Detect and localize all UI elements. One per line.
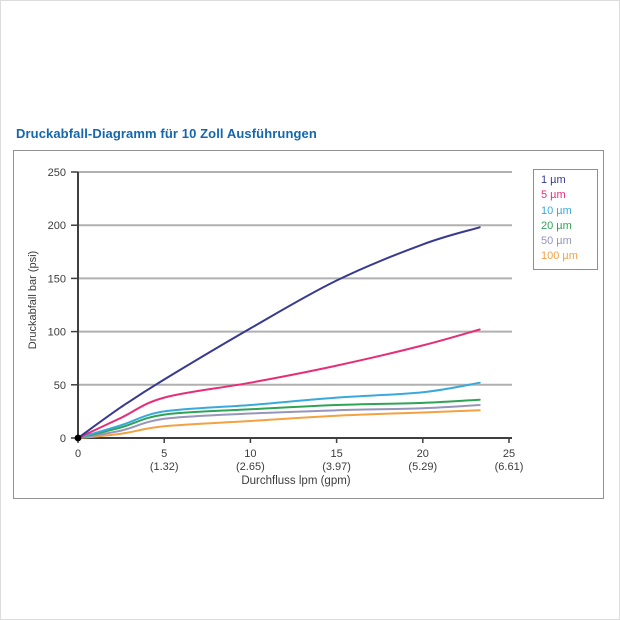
y-tick-label: 150 <box>48 273 66 285</box>
y-axis-label: Druckabfall bar (psi) <box>27 250 39 350</box>
x-tick-label: 20 <box>417 448 429 460</box>
curve-10µm <box>77 381 481 439</box>
y-tick-label: 200 <box>48 220 66 232</box>
legend-item-label: 20 µm <box>541 219 572 232</box>
legend-item: 10 µm <box>541 204 597 219</box>
legend-item: 1 µm <box>541 173 597 188</box>
x-tick-sublabel: (5.29) <box>408 461 437 473</box>
y-tick-label: 250 <box>48 167 66 179</box>
x-tick-label: 25 <box>503 448 515 460</box>
curve-100µm <box>77 409 481 439</box>
legend-item: 20 µm <box>541 219 597 234</box>
y-tick-label: 0 <box>60 433 66 445</box>
legend-item-label: 5 µm <box>541 189 566 202</box>
legend-item-label: 1 µm <box>541 174 566 186</box>
y-tick-label: 100 <box>48 327 66 339</box>
x-axis-label: Durchfluss lpm (gpm) <box>241 475 351 487</box>
x-tick-label: 10 <box>244 448 256 460</box>
x-tick-sublabel: (1.32) <box>150 461 179 473</box>
curve-5µm <box>77 328 481 439</box>
x-tick-sublabel: (3.97) <box>322 461 351 473</box>
curve-20µm <box>77 398 481 439</box>
x-tick-label: 15 <box>330 448 342 460</box>
legend-item-label: 10 µm <box>541 204 572 217</box>
x-tick-label: 0 <box>75 448 81 460</box>
chart-box: 0 50 100 150 200 250 0 5 (1.32) 10 (2.65) 15 (3.97) 2… <box>13 150 604 499</box>
curve-50µm <box>77 404 481 439</box>
x-tick-sublabel: (6.61) <box>495 461 524 473</box>
legend-item: 50 µm <box>541 234 597 249</box>
legend-item: 100 µm <box>541 249 597 264</box>
legend: 1 µm 5 µm 10 µm 20 µm 50 µm 100 µm <box>533 169 598 270</box>
curve-1µm <box>77 226 481 439</box>
x-tick-sublabel: (2.65) <box>236 461 265 473</box>
origin-marker <box>74 434 82 442</box>
chart-title: Druckabfall-Diagramm für 10 Zoll Ausführ… <box>16 126 317 141</box>
legend-item: 5 µm <box>541 188 597 203</box>
y-tick-label: 50 <box>54 380 66 392</box>
chart-canvas: 0 50 100 150 200 250 0 5(1.32) 10(2.65) 15(3.97) 2… <box>48 167 524 473</box>
x-tick-label: 5 <box>161 448 167 460</box>
legend-item-label: 100 µm <box>541 250 578 263</box>
legend-item-label: 50 µm <box>541 235 572 248</box>
